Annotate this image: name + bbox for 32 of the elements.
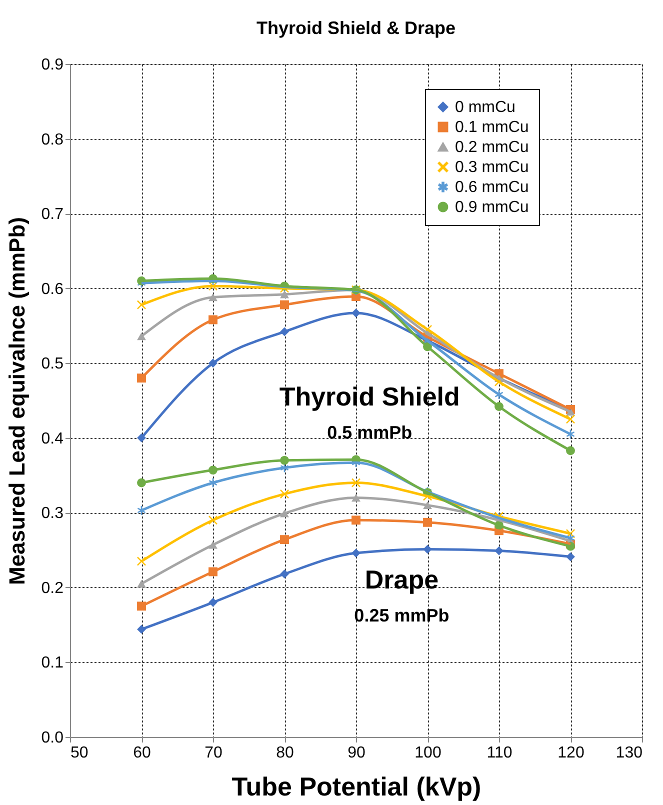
legend-label: 0.3 mmCu [455, 159, 529, 176]
y-tick-label: 0.7 [41, 206, 64, 224]
x-tick-label: 130 [616, 744, 643, 762]
x-tick-label: 80 [276, 744, 294, 762]
legend-label: 0.9 mmCu [455, 199, 529, 216]
annotation: Thyroid Shield [279, 382, 460, 412]
annotation: 0.25 mmPb [354, 606, 450, 626]
y-tick-label: 0.5 [41, 356, 64, 373]
x-tick-label: 100 [414, 744, 442, 762]
x-tick-label: 50 [70, 744, 88, 762]
y-tick-label: 0.0 [41, 730, 64, 746]
legend-label: 0 mmCu [455, 99, 516, 116]
legend-label: 0.2 mmCu [455, 139, 529, 156]
x-tick-label: 110 [486, 744, 512, 762]
annotation: Drape [364, 564, 439, 595]
y-tick-label: 0.8 [41, 131, 64, 148]
annotation: 0.5 mmPb [327, 422, 412, 443]
legend-label: 0.1 mmCu [455, 119, 529, 136]
chart-title: Thyroid Shield & Drape [256, 18, 456, 38]
y-axis-title: Measured Lead equivalnce (mmPb) [4, 217, 30, 585]
y-tick-label: 0.4 [41, 430, 64, 448]
legend-label: 0.6 mmCu [455, 179, 529, 196]
y-tick-label: 0.1 [41, 654, 64, 672]
y-tick-label: 0.9 [41, 56, 64, 74]
y-tick-label: 0.6 [41, 280, 64, 298]
y-tick-label: 0.2 [41, 580, 64, 597]
x-tick-label: 60 [133, 744, 151, 762]
x-axis-title: Tube Potential (kVp) [232, 772, 482, 802]
x-tick-label: 90 [348, 744, 366, 762]
y-tick-label: 0.3 [41, 505, 64, 522]
x-tick-label: 70 [204, 744, 222, 762]
x-tick-label: 120 [558, 744, 584, 762]
